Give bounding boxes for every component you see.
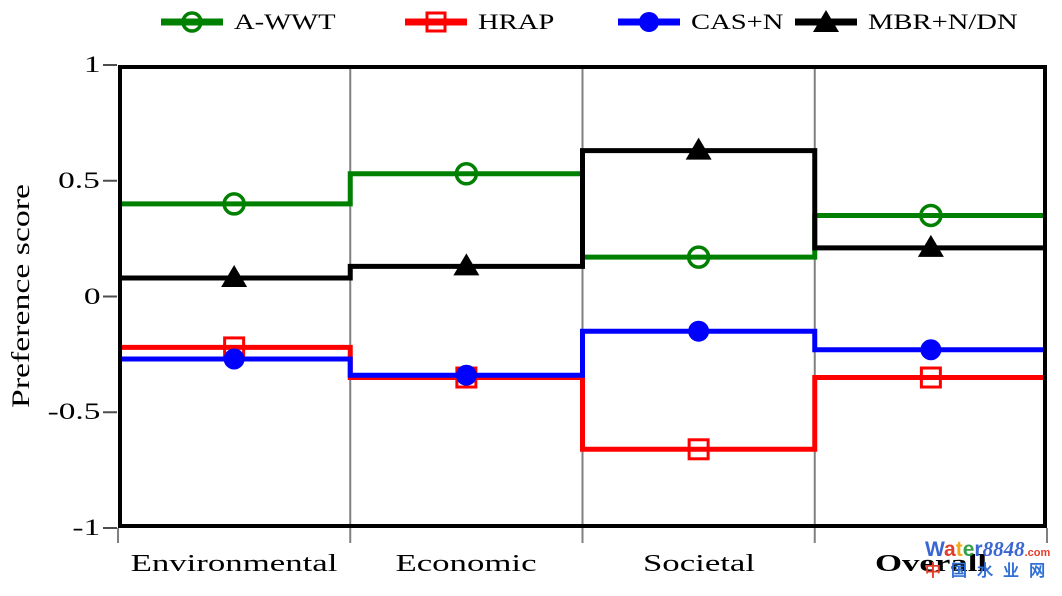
- circle-open-icon: [454, 162, 479, 186]
- watermark-tld: .com: [1024, 547, 1051, 559]
- x-category-label: Environmental: [130, 551, 338, 577]
- x-category-label: Economic: [395, 551, 537, 577]
- y-tick-label: -1: [72, 515, 100, 540]
- watermark-char: 网: [1029, 563, 1056, 580]
- vertical-gridlines: [349, 65, 816, 528]
- legend-sample-a-wwt: [161, 11, 223, 33]
- plot-border: [118, 65, 1047, 528]
- legend-item-hrap: HRAP: [402, 4, 554, 40]
- legend-label: HRAP: [478, 9, 555, 34]
- legend-item-a-wwt: A-WWT: [158, 4, 336, 40]
- series-line-CAS+N: [118, 328, 1047, 378]
- circle-filled-icon: [455, 364, 477, 386]
- watermark-char: 水: [977, 563, 1004, 580]
- watermark-brand: Water8848.com: [925, 537, 1062, 561]
- watermark-letter: W: [925, 538, 945, 561]
- y-tick-label: 0.5: [58, 167, 100, 193]
- circle-open-icon: [181, 11, 203, 33]
- watermark-letter: r: [974, 538, 983, 561]
- y-axis-title: Preference score: [8, 184, 35, 408]
- triangle-filled-icon: [453, 253, 480, 276]
- circle-open-icon: [222, 192, 246, 216]
- watermark-letter: a: [944, 538, 956, 561]
- legend-label: CAS+N: [691, 9, 784, 34]
- square-open-icon: [425, 11, 447, 33]
- legend: A-WWT HRAP CAS+N MBR+N/DN: [0, 0, 1062, 46]
- series-line-HRAP: [118, 344, 1047, 452]
- x-category-label: Societal: [642, 551, 755, 577]
- legend-sample-mbr-n-dn: [795, 10, 857, 32]
- y-tick-label: 0: [83, 283, 100, 309]
- square-open-icon: [687, 438, 710, 461]
- circle-open-icon: [686, 245, 711, 269]
- watermark: Water8848.com 中国水业网: [925, 539, 1062, 580]
- square-open-icon: [919, 366, 942, 389]
- triangle-filled-icon: [221, 264, 248, 287]
- watermark-letter: e: [962, 538, 975, 561]
- x-category-label: Overall: [874, 551, 987, 577]
- circle-filled-icon: [688, 320, 710, 342]
- legend-item-cas-n: CAS+N: [615, 4, 783, 40]
- watermark-letter: t: [955, 538, 963, 561]
- circle-filled-icon: [639, 12, 659, 32]
- series-layer: [118, 137, 1047, 461]
- watermark-number: 8848: [982, 537, 1025, 561]
- triangle-filled-icon: [813, 10, 839, 32]
- circle-filled-icon: [223, 348, 245, 370]
- y-tick-label: -0.5: [47, 399, 100, 425]
- watermark-char: 中: [925, 563, 952, 580]
- watermark-char: 业: [1003, 563, 1030, 580]
- y-tick-label: 1: [83, 52, 100, 77]
- axis-ticks: [103, 64, 1048, 543]
- watermark-site-name: 中国水业网: [925, 564, 1062, 580]
- legend-sample-cas-n: [618, 12, 680, 32]
- legend-label: A-WWT: [234, 9, 336, 34]
- triangle-filled-icon: [685, 137, 712, 160]
- circle-open-icon: [919, 203, 943, 228]
- triangle-filled-icon: [917, 234, 944, 257]
- legend-sample-hrap: [405, 11, 467, 33]
- legend-label: MBR+N/DN: [868, 9, 1018, 34]
- watermark-char: 国: [951, 563, 978, 580]
- circle-filled-icon: [920, 339, 942, 361]
- series-line-MBR+N/DN: [118, 148, 1047, 281]
- legend-item-mbr-n-dn: MBR+N/DN: [792, 4, 1018, 40]
